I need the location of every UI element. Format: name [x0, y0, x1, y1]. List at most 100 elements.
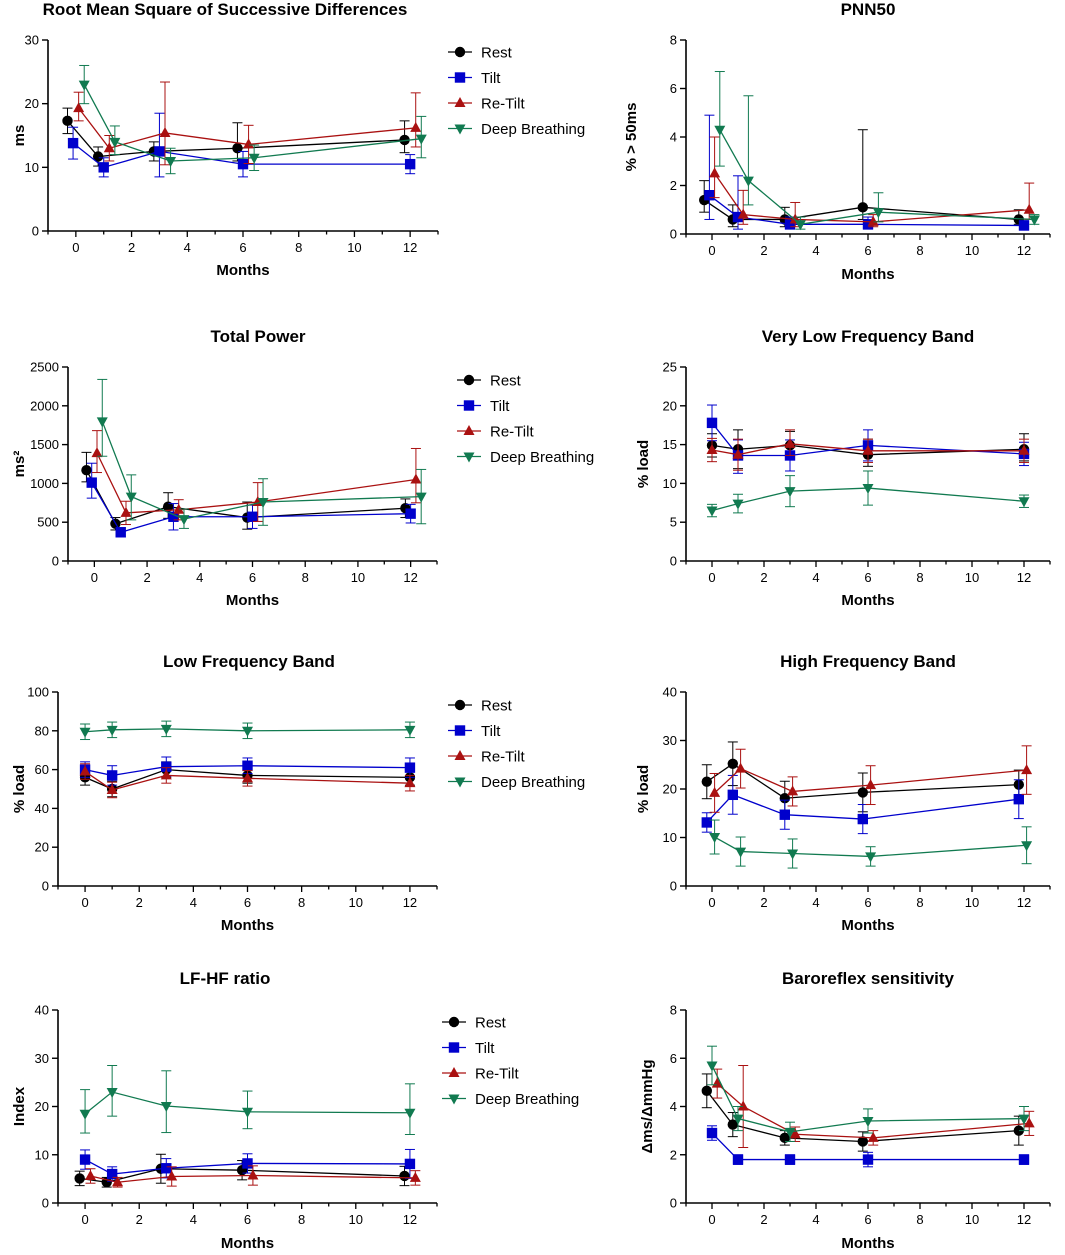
data-point [415, 134, 427, 145]
x-tick-label: 10 [965, 570, 979, 585]
data-point [862, 484, 874, 495]
data-point [1018, 497, 1030, 508]
y-tick-label: 20 [35, 1099, 49, 1114]
data-point [168, 511, 179, 522]
data-point [732, 1114, 744, 1125]
data-point [404, 1108, 416, 1119]
y-tick-label: 30 [663, 733, 677, 748]
data-point [857, 202, 868, 213]
y-axis-label: ms² [11, 451, 28, 478]
legend-marker [463, 425, 475, 435]
data-point [178, 515, 190, 526]
data-point [1023, 1117, 1035, 1128]
data-point [404, 777, 416, 788]
data-point [243, 138, 255, 149]
data-point [112, 1176, 124, 1187]
x-tick-label: 4 [812, 895, 819, 910]
y-axis-label: ms [11, 125, 28, 147]
x-tick-label: 4 [196, 570, 203, 585]
data-point [96, 417, 108, 428]
data-point [242, 1107, 253, 1118]
data-point [1021, 841, 1033, 852]
data-point [709, 833, 721, 844]
data-point [787, 785, 799, 796]
chart-panel-2: PNN50 0 2 4 6 8 0 2 4 6 8 10 12 Months % > 50ms [623, 0, 1051, 283]
chart-panel-4: Very Low Frequency Band 0 5 10 15 20 25 0 2 4 6 8 10… [635, 327, 1051, 609]
legend-marker [448, 1042, 460, 1053]
data-point [159, 126, 171, 137]
x-tick-label: 12 [403, 240, 417, 255]
x-axis-label: Months [226, 592, 279, 609]
legend-label: Re-Tilt [475, 1066, 519, 1083]
x-tick-label: 0 [91, 570, 98, 585]
series-deep [79, 720, 416, 741]
y-tick-label: 2 [670, 178, 677, 193]
y-tick-label: 6 [670, 1051, 677, 1066]
data-point [732, 499, 744, 510]
data-point [106, 1168, 118, 1180]
x-tick-label: 8 [916, 895, 923, 910]
x-tick-label: 8 [298, 1212, 305, 1227]
data-point [73, 102, 85, 113]
legend-marker [448, 1094, 460, 1105]
y-tick-label: 10 [35, 1147, 49, 1162]
y-tick-label: 4 [670, 130, 677, 145]
x-axis-label: Months [221, 917, 274, 934]
data-point [857, 787, 868, 798]
y-tick-label: 1500 [30, 437, 59, 452]
data-point [160, 724, 172, 735]
data-point [120, 506, 132, 517]
y-axis-label: % load [635, 440, 652, 488]
x-tick-label: 2 [136, 1212, 143, 1227]
y-tick-label: 5 [670, 515, 677, 530]
chart-panel-7: LF-HF ratio 0 10 20 30 40 0 2 4 6 8 10 12 Months Index… [11, 969, 579, 1252]
data-point [160, 769, 172, 780]
legend-marker [454, 72, 466, 83]
data-point [161, 761, 172, 772]
data-point [1013, 1125, 1024, 1136]
series-rest [701, 1073, 1024, 1152]
series-deep [714, 71, 1040, 231]
legend-label: Tilt [481, 70, 501, 87]
chart-title: LF-HF ratio [180, 969, 271, 988]
data-point [399, 1170, 410, 1182]
data-point [789, 1128, 801, 1139]
data-point [405, 508, 416, 519]
legend-label: Deep Breathing [490, 449, 594, 466]
y-tick-label: 25 [663, 360, 677, 375]
chart-panel-3: Total Power 0 500 1000 1500 2000 2500 0 2 4 6 8 10 12… [11, 327, 594, 609]
legend-label: Rest [481, 698, 513, 715]
x-tick-label: 12 [403, 1212, 417, 1227]
x-tick-label: 12 [403, 895, 417, 910]
y-tick-label: 2 [670, 1147, 677, 1162]
y-tick-label: 40 [35, 1003, 49, 1018]
y-tick-label: 0 [670, 1196, 677, 1211]
y-axis-label: Index [11, 1086, 28, 1126]
data-point [709, 167, 721, 178]
series-deep [78, 64, 427, 175]
x-tick-label: 6 [864, 1212, 871, 1227]
data-point [1018, 1154, 1030, 1165]
data-point [161, 1163, 172, 1174]
data-point [84, 1169, 96, 1180]
x-tick-label: 12 [1017, 570, 1031, 585]
data-point [109, 137, 121, 148]
data-point [248, 153, 260, 164]
y-tick-label: 8 [670, 1003, 677, 1018]
x-tick-label: 0 [81, 895, 88, 910]
x-tick-label: 6 [249, 570, 256, 585]
x-tick-label: 6 [864, 243, 871, 258]
x-tick-label: 4 [190, 1212, 197, 1227]
data-point [784, 487, 796, 498]
x-tick-label: 4 [184, 240, 191, 255]
y-tick-label: 0 [42, 1196, 49, 1211]
legend-marker [463, 452, 475, 463]
series-tilt [704, 114, 1030, 231]
x-axis-label: Months [841, 917, 894, 934]
data-point [735, 847, 747, 858]
data-point [78, 80, 90, 91]
y-axis-label: % load [11, 765, 28, 813]
chart-title: Very Low Frequency Band [762, 327, 975, 346]
data-point [701, 817, 712, 828]
chart-panel-6: High Frequency Band 0 10 20 30 40 0 2 4 6 8 10 12 Mon… [635, 652, 1051, 934]
